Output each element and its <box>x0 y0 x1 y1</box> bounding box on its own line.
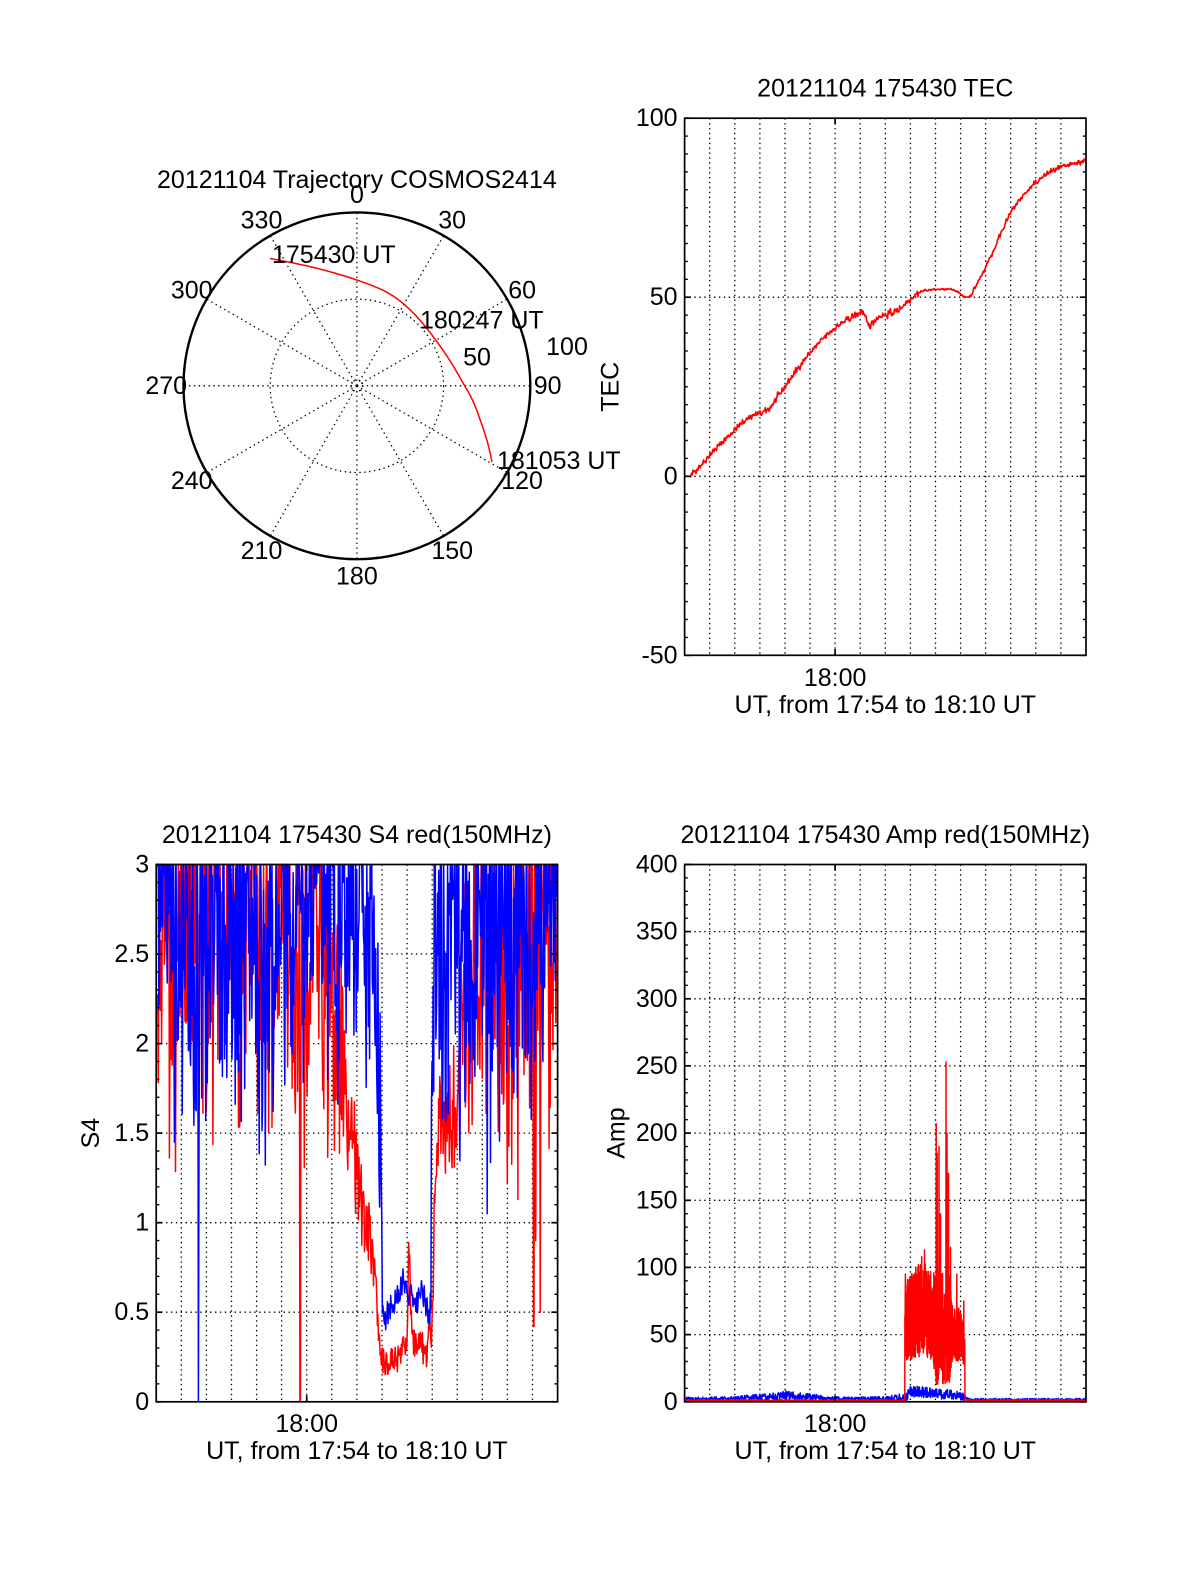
svg-text:Amp: Amp <box>603 1107 631 1158</box>
svg-text:100: 100 <box>546 333 588 361</box>
svg-text:0: 0 <box>350 181 364 209</box>
svg-text:0.5: 0.5 <box>114 1298 149 1326</box>
svg-text:0: 0 <box>135 1388 149 1416</box>
svg-text:TEC: TEC <box>597 362 625 412</box>
svg-text:150: 150 <box>636 1186 678 1214</box>
svg-text:300: 300 <box>636 985 678 1013</box>
svg-text:175430 UT: 175430 UT <box>272 241 396 269</box>
svg-text:150: 150 <box>431 537 473 565</box>
svg-text:50: 50 <box>463 344 491 372</box>
svg-text:UT, from 17:54 to 18:10 UT: UT, from 17:54 to 18:10 UT <box>735 691 1037 719</box>
svg-text:18:00: 18:00 <box>275 1410 338 1438</box>
svg-text:50: 50 <box>650 283 678 311</box>
svg-text:2.5: 2.5 <box>114 940 149 968</box>
svg-text:30: 30 <box>438 207 466 235</box>
svg-text:180247 UT: 180247 UT <box>420 307 544 335</box>
svg-text:2: 2 <box>135 1030 149 1058</box>
svg-text:240: 240 <box>171 467 213 495</box>
svg-text:UT, from 17:54 to 18:10 UT: UT, from 17:54 to 18:10 UT <box>735 1437 1037 1465</box>
svg-text:181053 UT: 181053 UT <box>497 447 621 475</box>
svg-text:1.5: 1.5 <box>114 1119 149 1147</box>
svg-text:-50: -50 <box>641 641 677 669</box>
svg-text:120: 120 <box>501 467 543 495</box>
svg-text:18:00: 18:00 <box>804 1410 867 1438</box>
svg-text:210: 210 <box>241 537 283 565</box>
svg-text:50: 50 <box>650 1321 678 1349</box>
svg-text:330: 330 <box>241 207 283 235</box>
svg-text:20121104 175430 S4 red(150MHz): 20121104 175430 S4 red(150MHz) <box>162 821 552 849</box>
svg-text:200: 200 <box>636 1119 678 1147</box>
svg-text:18:00: 18:00 <box>804 664 867 692</box>
svg-text:60: 60 <box>508 276 536 304</box>
svg-text:180: 180 <box>336 563 378 591</box>
svg-text:100: 100 <box>636 1253 678 1281</box>
svg-text:20121104 175430 Amp red(150MHz: 20121104 175430 Amp red(150MHz) <box>681 821 1091 849</box>
svg-text:350: 350 <box>636 918 678 946</box>
svg-text:100: 100 <box>636 104 678 132</box>
svg-text:270: 270 <box>145 372 187 400</box>
svg-text:90: 90 <box>534 372 562 400</box>
svg-text:3: 3 <box>135 851 149 879</box>
svg-text:20121104 175430 TEC: 20121104 175430 TEC <box>757 75 1013 103</box>
svg-text:1: 1 <box>135 1209 149 1237</box>
svg-text:20121104 Trajectory COSMOS2414: 20121104 Trajectory COSMOS2414 <box>157 166 557 194</box>
svg-text:300: 300 <box>171 276 213 304</box>
svg-text:UT, from 17:54 to 18:10 UT: UT, from 17:54 to 18:10 UT <box>206 1437 508 1465</box>
svg-text:250: 250 <box>636 1052 678 1080</box>
svg-text:0: 0 <box>664 1388 678 1416</box>
svg-text:0: 0 <box>664 462 678 490</box>
svg-text:400: 400 <box>636 851 678 879</box>
svg-text:S4: S4 <box>77 1118 105 1149</box>
